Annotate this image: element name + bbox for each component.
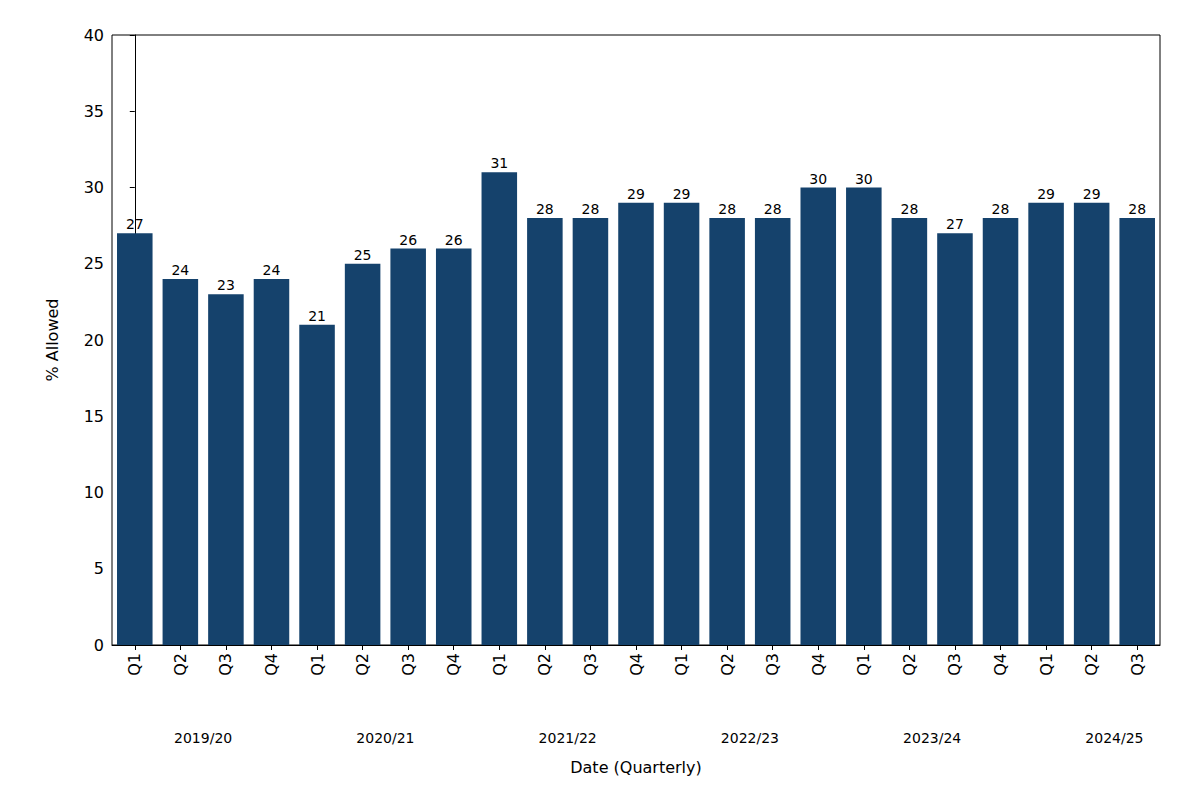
svg-text:5: 5 [94,559,104,578]
svg-text:2020/21: 2020/21 [356,730,414,746]
svg-text:26: 26 [445,232,463,248]
svg-text:2024/25: 2024/25 [1085,730,1143,746]
svg-text:Q1: Q1 [490,653,509,676]
svg-text:Date (Quarterly): Date (Quarterly) [570,758,702,777]
svg-text:Q3: Q3 [216,653,235,676]
svg-text:28: 28 [900,201,918,217]
svg-text:31: 31 [490,155,508,171]
svg-text:2021/22: 2021/22 [539,730,597,746]
svg-text:Q4: Q4 [444,653,463,676]
svg-text:2023/24: 2023/24 [903,730,961,746]
svg-text:40: 40 [84,26,104,45]
svg-text:Q2: Q2 [171,653,190,676]
svg-text:28: 28 [764,201,782,217]
svg-text:28: 28 [536,201,554,217]
svg-text:30: 30 [84,178,104,197]
svg-text:30: 30 [855,171,873,187]
svg-text:2022/23: 2022/23 [721,730,779,746]
svg-text:0: 0 [94,636,104,655]
svg-text:29: 29 [627,186,645,202]
svg-text:Q1: Q1 [672,653,691,676]
svg-text:Q3: Q3 [763,653,782,676]
svg-text:35: 35 [84,102,104,121]
svg-text:Q2: Q2 [353,653,372,676]
svg-text:Q3: Q3 [581,653,600,676]
svg-text:10: 10 [84,483,104,502]
svg-text:Q2: Q2 [900,653,919,676]
svg-text:24: 24 [171,262,189,278]
svg-text:Q3: Q3 [399,653,418,676]
svg-text:% Allowed: % Allowed [43,299,62,382]
svg-text:28: 28 [718,201,736,217]
svg-text:15: 15 [84,407,104,426]
svg-text:26: 26 [399,232,417,248]
svg-text:27: 27 [946,216,964,232]
svg-text:Q4: Q4 [991,653,1010,676]
svg-text:24: 24 [263,262,281,278]
svg-text:Q4: Q4 [627,653,646,676]
svg-text:Q1: Q1 [854,653,873,676]
svg-text:Q4: Q4 [809,653,828,676]
svg-text:2019/20: 2019/20 [174,730,232,746]
svg-text:28: 28 [582,201,600,217]
svg-text:Q2: Q2 [1082,653,1101,676]
svg-text:Q3: Q3 [945,653,964,676]
svg-text:Q3: Q3 [1128,653,1147,676]
svg-text:25: 25 [354,247,372,263]
svg-text:Q1: Q1 [308,653,327,676]
svg-text:23: 23 [217,277,235,293]
svg-text:27: 27 [126,216,144,232]
svg-text:Q1: Q1 [1037,653,1056,676]
svg-text:Q1: Q1 [125,653,144,676]
svg-text:28: 28 [1128,201,1146,217]
svg-text:Q4: Q4 [262,653,281,676]
svg-text:29: 29 [1037,186,1055,202]
svg-text:28: 28 [992,201,1010,217]
svg-text:29: 29 [1083,186,1101,202]
svg-text:Q2: Q2 [535,653,554,676]
svg-text:21: 21 [308,308,326,324]
svg-text:30: 30 [809,171,827,187]
svg-text:29: 29 [673,186,691,202]
svg-text:Q2: Q2 [718,653,737,676]
svg-text:20: 20 [84,331,104,350]
svg-text:25: 25 [84,254,104,273]
